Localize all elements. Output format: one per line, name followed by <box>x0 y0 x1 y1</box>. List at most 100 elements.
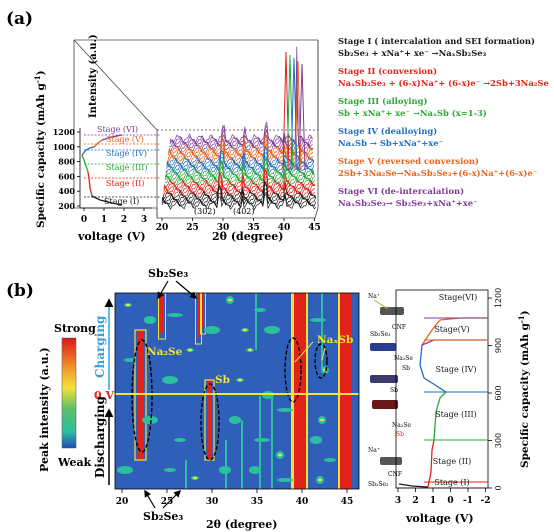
panel-b: (b) Strong Weak Peak intensity (a.u.) Ch… <box>6 267 531 531</box>
intensity-blob-core <box>126 303 130 307</box>
voltage-curve-b <box>398 483 429 488</box>
xrd-trace <box>165 161 315 182</box>
stage-label-b: Stage (I) <box>434 478 469 487</box>
intensity-blob <box>117 466 133 474</box>
inset-label: Sb <box>396 431 404 438</box>
voltage-ticks: 0 1 2 3 <box>81 208 147 225</box>
legend-stage-equation: Sb₂Se₃ + xNa⁺+ xe⁻ →NaₓSb₂Se₃ <box>338 48 487 58</box>
stage-label-a: Stage (VI) <box>97 125 138 134</box>
two-theta-tick-label: 40 <box>278 223 291 233</box>
intensity-blob <box>324 458 336 462</box>
voltage-curve-b <box>421 339 487 346</box>
voltage-tick-label: 2 <box>121 215 127 225</box>
right-x-tick-label: 3 <box>395 496 401 506</box>
voltage-profile-b: Na⁺CNFSb₂Se₃Na₂SeSbSbNa₂SeSbNa⁺CNFSb₂Se₃… <box>368 288 531 525</box>
xrd-trace <box>163 170 316 194</box>
map-x-tick-label: 40 <box>296 497 309 507</box>
capacity-tick-label: 200 <box>58 201 75 211</box>
streak-halo <box>204 379 215 461</box>
xrd-trace <box>164 168 315 190</box>
contour-background <box>115 293 359 489</box>
band-edge <box>291 293 294 489</box>
legend-stage-title: Stage VI (de-intercalation) <box>338 186 464 196</box>
stage-label-a: Stage (I) <box>104 197 139 206</box>
intensity-blob <box>142 416 158 424</box>
right-y-tick-label: 300 <box>494 433 503 448</box>
intensity-axis-label: Intensity (a.u.) <box>88 34 99 118</box>
legend-stage-equation: NaₓSb → Sb+xNa⁺+xe⁻ <box>338 138 443 148</box>
voltage-curve-segment <box>87 171 93 197</box>
color-gradient-bar <box>61 337 77 449</box>
xrd-high-peak <box>298 63 306 171</box>
intensity-blob-core <box>238 378 242 382</box>
legend-stage-title: Stage I ( intercalation and SEI formatio… <box>338 36 535 46</box>
intensity-blob <box>174 438 186 442</box>
weak-label: Weak <box>57 456 92 469</box>
map-x-tick-label: 45 <box>341 497 354 507</box>
inset-ion-path <box>373 299 389 310</box>
inset-label: Na⁺ <box>368 293 380 300</box>
xrd-waterfall <box>161 46 317 211</box>
na2se-high-intensity-band <box>294 293 306 489</box>
stage-label-b: Stage(VI) <box>439 293 478 302</box>
voltage-axis-a: 0 1 2 3 voltage (V) <box>77 207 152 243</box>
intensity-blob <box>264 326 280 334</box>
stage-label-a: Stage (IV) <box>106 149 147 158</box>
voltage-profile-a <box>81 134 160 206</box>
peak-label-402: (402) <box>233 207 255 216</box>
legend-stage-title: Stage II (conversion) <box>338 66 437 76</box>
voltage-curve-segment <box>93 139 103 148</box>
legend-stage-equation: NaₓSb₂Se₃ + (6-x)Na⁺+ (6-x)e⁻ →2Sb+3Na₂S… <box>338 78 549 88</box>
xrd-trace <box>161 191 317 209</box>
stage-label-b: Stage (II) <box>433 457 471 466</box>
band-edge <box>338 293 340 489</box>
voltage-tick-label: 0 <box>81 215 87 225</box>
map-x-tick-label: 20 <box>116 497 129 507</box>
intensity-blob <box>229 416 241 424</box>
right-x-ticks: 3 2 1 0 -1 -2 <box>395 488 491 506</box>
voltage-curve-segment <box>101 134 123 141</box>
stage-label-a: Stage (V) <box>106 135 144 144</box>
sb-streak <box>207 380 212 460</box>
right-y-tick-label: 1200 <box>494 288 503 308</box>
intensity-blob <box>124 358 136 362</box>
right-x-label: voltage (V) <box>405 512 474 525</box>
high-intensity-band <box>340 293 352 489</box>
peak-label-302: (302) <box>194 207 216 216</box>
intensity-blob <box>204 326 220 334</box>
intensity-blob <box>310 436 322 444</box>
right-y-tick-label: 600 <box>494 385 503 400</box>
color-bar: Strong Weak Peak intensity (a.u.) <box>38 322 96 472</box>
phase-highlight-ellipse <box>314 343 328 379</box>
zero-v-label: 0 V <box>94 389 114 402</box>
xrd-trace <box>166 157 315 177</box>
inset-particle-icon <box>370 343 396 351</box>
inset-label: Sb₂Se₃ <box>368 481 389 488</box>
capacity-tick-label: 800 <box>58 157 75 167</box>
strong-label: Strong <box>54 322 96 335</box>
panel-a: (a) Intensity (a.u.) Specific capacity (… <box>6 9 549 243</box>
intensity-blob <box>277 478 293 482</box>
voltage-curve-segment <box>81 146 95 156</box>
inset-particle-icon <box>380 307 404 315</box>
capacity-tick-label: 1200 <box>53 127 76 137</box>
legend-stage-title: Stage IV (dealloying) <box>338 126 437 136</box>
map-x-tick-label: 25 <box>161 497 174 507</box>
phase-label-sb: Sb <box>215 374 230 386</box>
intensity-blob-core <box>320 418 324 422</box>
voltage-tick-label: 1 <box>101 215 107 225</box>
right-x-tick-label: -2 <box>481 496 491 506</box>
intensity-blob-core <box>318 478 322 482</box>
two-theta-tick-label: 30 <box>217 223 230 233</box>
intensity-blob-core <box>278 453 282 457</box>
inset-label: Na₂Se <box>392 422 411 429</box>
contour-map: 20 25 30 35 40 45 2θ (degree) <box>114 292 360 531</box>
sb2se3-streak <box>202 293 204 328</box>
charging-label: Charging <box>93 315 107 378</box>
stage-label-b: Stage (IV) <box>435 365 476 374</box>
two-theta-axis-label: 2θ (degree) <box>212 230 283 243</box>
inset-particle-icon <box>372 400 398 409</box>
two-theta-ticks: 20 25 30 35 40 45 <box>156 218 321 233</box>
